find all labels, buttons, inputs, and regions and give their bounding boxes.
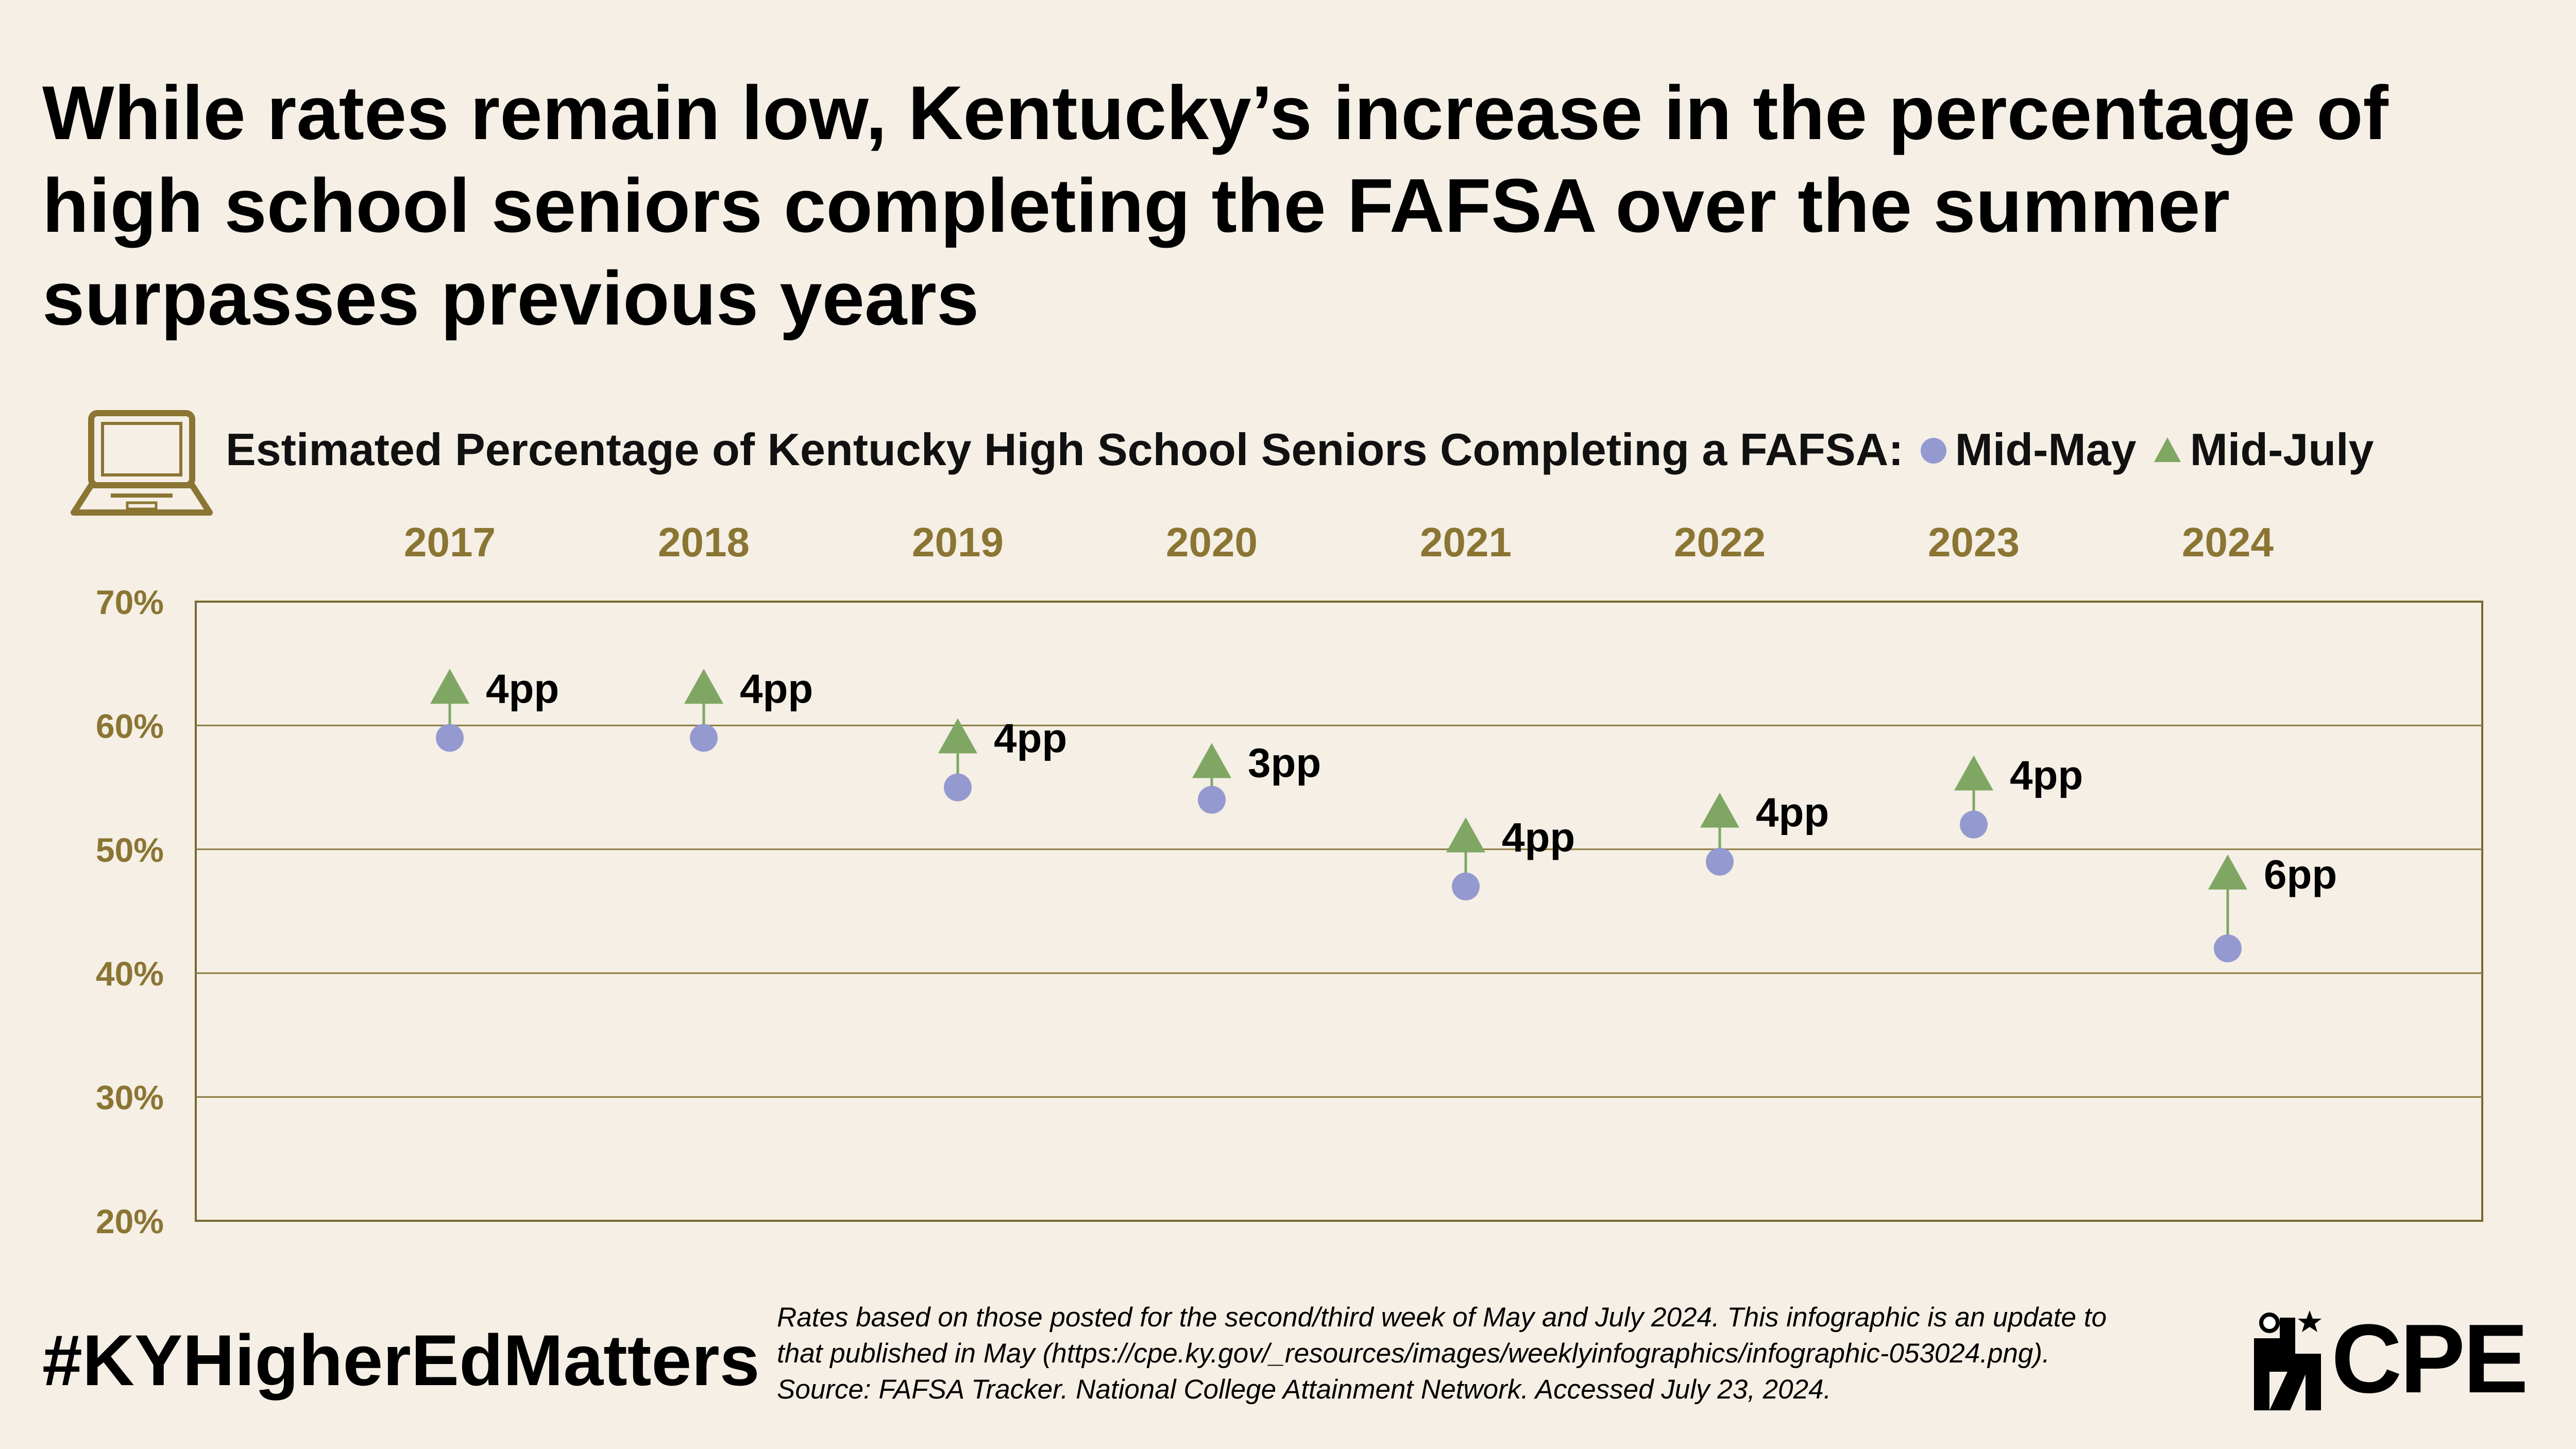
laptop-icon bbox=[71, 410, 213, 516]
legend-label-mid-may: Mid-May bbox=[1955, 424, 2137, 475]
mid-may-point bbox=[1706, 847, 1734, 876]
mid-july-point bbox=[684, 669, 723, 704]
change-label: 3pp bbox=[1248, 740, 1321, 786]
x-category-label: 2022 bbox=[1674, 519, 1766, 565]
y-tick-label: 30% bbox=[96, 1079, 164, 1117]
mid-july-point bbox=[1954, 755, 1993, 791]
fafsa-chart: 20% 30% 40% 50% 60% 70% 2017 2018 2019 2020 2021 20… bbox=[96, 519, 2483, 1240]
hashtag: #KYHigherEdMatters bbox=[42, 1320, 760, 1401]
cpe-star-figure-icon bbox=[2254, 1310, 2321, 1410]
x-category-label: 2019 bbox=[912, 519, 1004, 565]
mid-may-point bbox=[1198, 786, 1226, 814]
change-label: 6pp bbox=[2264, 851, 2337, 897]
legend-label-mid-july: Mid-July bbox=[2190, 424, 2374, 475]
change-label: 4pp bbox=[1756, 790, 1829, 836]
mid-may-point bbox=[1452, 872, 1480, 900]
change-label: 4pp bbox=[2010, 753, 2083, 798]
x-category-label: 2017 bbox=[404, 519, 496, 565]
legend-circle-marker bbox=[1920, 438, 1946, 464]
mid-july-point bbox=[1446, 817, 1485, 853]
y-tick-label: 40% bbox=[96, 954, 164, 993]
footnote-line: Rates based on those posted for the seco… bbox=[777, 1302, 2107, 1333]
mid-may-point bbox=[1960, 810, 1988, 839]
cpe-logo-text: CPE bbox=[2331, 1304, 2529, 1413]
plot-frame bbox=[195, 601, 2483, 1222]
y-tick-label: 50% bbox=[96, 831, 164, 869]
mid-may-point bbox=[2214, 934, 2242, 963]
change-label: 4pp bbox=[740, 666, 813, 711]
y-tick-label: 20% bbox=[96, 1202, 164, 1240]
y-tick-label: 70% bbox=[96, 583, 164, 621]
mid-july-point bbox=[938, 718, 977, 754]
mid-may-point bbox=[436, 724, 464, 752]
legend-triangle-marker bbox=[2154, 437, 2181, 462]
chart-title: Estimated Percentage of Kentucky High Sc… bbox=[226, 424, 1904, 475]
mid-july-point bbox=[430, 669, 469, 704]
x-category-label: 2023 bbox=[1928, 519, 2020, 565]
footnote-line: that published in May (https://cpe.ky.go… bbox=[777, 1338, 2050, 1369]
cpe-logo: CPE bbox=[2249, 1302, 2529, 1416]
mid-july-point bbox=[2208, 854, 2247, 890]
chart-subtitle-row: Estimated Percentage of Kentucky High Sc… bbox=[226, 416, 2374, 483]
mid-may-point bbox=[944, 773, 972, 802]
x-category-label: 2021 bbox=[1420, 519, 1512, 565]
mid-july-point bbox=[1700, 792, 1739, 828]
mid-may-point bbox=[690, 724, 718, 752]
x-category-label: 2024 bbox=[2182, 519, 2274, 565]
legend-mid-may: Mid-May bbox=[1919, 423, 2137, 476]
mid-july-point bbox=[1192, 743, 1231, 778]
x-category-label: 2018 bbox=[658, 519, 750, 565]
y-tick-label: 60% bbox=[96, 707, 164, 745]
legend-mid-july: Mid-July bbox=[2152, 423, 2374, 476]
footnote: Rates based on those posted for the seco… bbox=[777, 1300, 2271, 1408]
footnote-line: Source: FAFSA Tracker. National College … bbox=[777, 1374, 1832, 1405]
change-label: 4pp bbox=[1502, 814, 1575, 860]
x-category-label: 2020 bbox=[1166, 519, 1258, 565]
change-label: 4pp bbox=[486, 666, 559, 711]
change-label: 4pp bbox=[994, 715, 1067, 761]
page-title: While rates remain low, Kentucky’s incre… bbox=[42, 71, 2388, 341]
